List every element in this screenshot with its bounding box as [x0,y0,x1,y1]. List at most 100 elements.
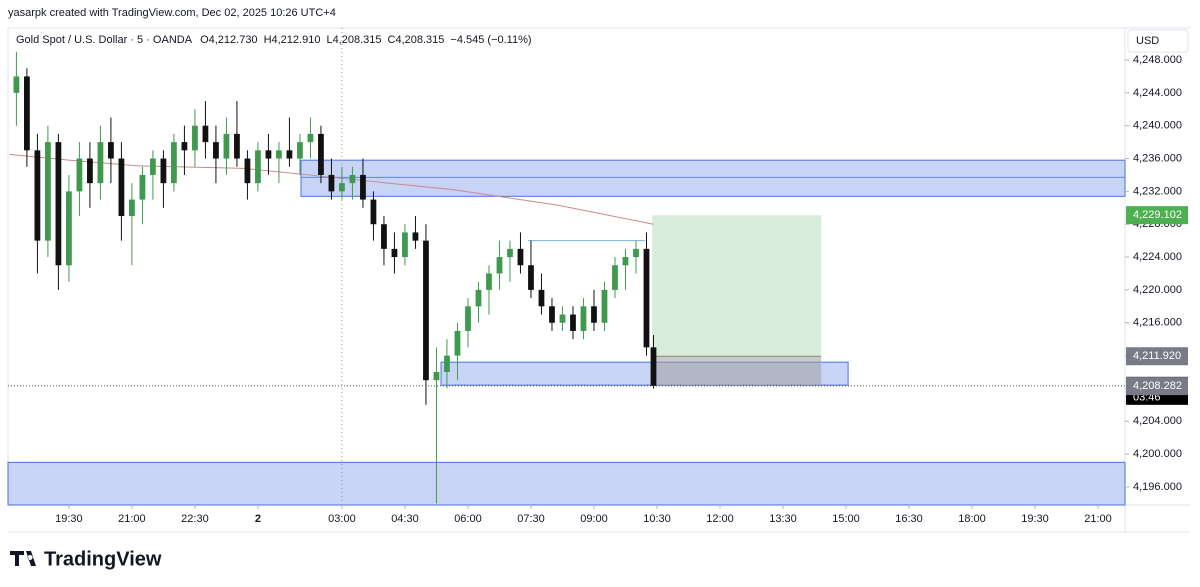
x-tick-label: 21:00 [118,513,146,525]
candle-body [171,142,177,184]
ohlc-value: O4,212.730 [200,34,258,46]
candle-body [255,150,261,184]
x-tick-label: 15:00 [832,513,860,525]
candle-body [507,248,513,258]
candle-body [528,265,534,290]
zone [7,461,1126,506]
candle-body [559,314,566,323]
candle-body [234,133,240,159]
x-tick-label: 06:00 [454,513,482,525]
candle-body [423,240,429,381]
x-tick-label: 07:30 [517,513,545,525]
x-tick-label: 18:00 [958,513,986,525]
x-tick-label: 2 [255,513,261,525]
candle-body [465,306,471,331]
candle-body [381,224,387,249]
position-loss [652,356,822,387]
candle-body [192,125,198,151]
candle-body [181,142,188,151]
y-tick-label: 4,200.000 [1133,448,1182,460]
x-tick-label: 03:00 [328,513,356,525]
candle-body [591,306,597,323]
x-tick-label: 12:00 [706,513,734,525]
y-tick-label: 4,232.000 [1133,185,1182,197]
candle-body [496,257,503,274]
x-tick-label: 21:00 [1084,513,1112,525]
overlay: Gold Spot / U.S. Dollar · 5 · OANDA O4,2… [16,34,532,46]
ohlc-value: H4,212.910 [264,34,321,46]
candle-body [391,248,398,258]
candle-body [339,183,345,192]
candle-body [444,355,450,372]
price-label: 4,208.282 [1133,380,1182,392]
candle-body [412,232,419,241]
currency[interactable]: USD [1136,35,1159,47]
candle-body [650,347,657,386]
candle-body [580,306,587,331]
candle-body [66,191,72,266]
candle-body [202,125,209,143]
candle-body [433,371,440,381]
candle-body [633,248,639,258]
candle-body [118,158,125,217]
symbol-title: Gold Spot / U.S. Dollar · 5 · OANDA [16,34,193,46]
candle-body [454,330,461,356]
candle-body [549,306,555,323]
x-tick-label: 19:30 [1021,513,1049,525]
candle-body [360,174,366,200]
candle-body [486,273,492,290]
candle-body [55,142,62,266]
price-label-bg [1126,206,1188,225]
ohlc-value: −4.545 (−0.11%) [450,34,531,46]
candle-body [538,289,545,307]
candle-body [570,314,576,331]
candle-body [213,142,219,159]
candle-body [370,199,377,225]
candle-body [286,150,293,159]
candle-body [129,199,135,217]
y-tick-label: 4,220.000 [1133,284,1182,296]
logo-mark [10,551,36,566]
price-label-bg [1126,377,1188,396]
ohlc-value: L4,208.315 [326,34,381,46]
zone [300,159,1126,197]
currency-button[interactable] [1127,29,1189,53]
y-tick-label: 4,224.000 [1133,251,1182,263]
candle-body [139,174,146,200]
brand: TradingView [44,548,162,570]
y-tick-label: 4,196.000 [1133,481,1182,493]
y-tick-label: 4,236.000 [1133,152,1182,164]
price-label: 4,211.920 [1133,350,1181,362]
candle-body [318,133,324,175]
x-tick-label: 04:30 [391,513,419,525]
x-tick-label: 22:30 [181,513,209,525]
candle-body [223,133,230,159]
x-tick-label: 09:00 [580,513,608,525]
candle-body [244,158,251,184]
candle-body [517,248,524,266]
x-tick-label: 19:30 [55,513,83,525]
candle-body [612,265,618,290]
candle-body [13,76,20,93]
candle-body [297,142,303,159]
x-tick-label: 10:30 [643,513,671,525]
ohlc-value: C4,208.315 [388,34,445,46]
y-tick-label: 4,240.000 [1133,120,1182,132]
candle-body [643,248,650,348]
brand-logo [10,551,36,566]
candle-body [150,158,156,175]
x-tick-label: 16:30 [895,513,923,525]
candle-body [108,142,114,159]
candle-body [265,150,272,159]
candle-body [601,289,608,323]
candle-body [34,150,41,241]
position-profit [652,215,822,357]
candle-body [87,158,93,184]
y-tick-label: 4,248.000 [1133,54,1182,66]
candle-body [475,289,482,307]
candle-body [97,142,104,184]
price-label-bg [1126,347,1188,366]
